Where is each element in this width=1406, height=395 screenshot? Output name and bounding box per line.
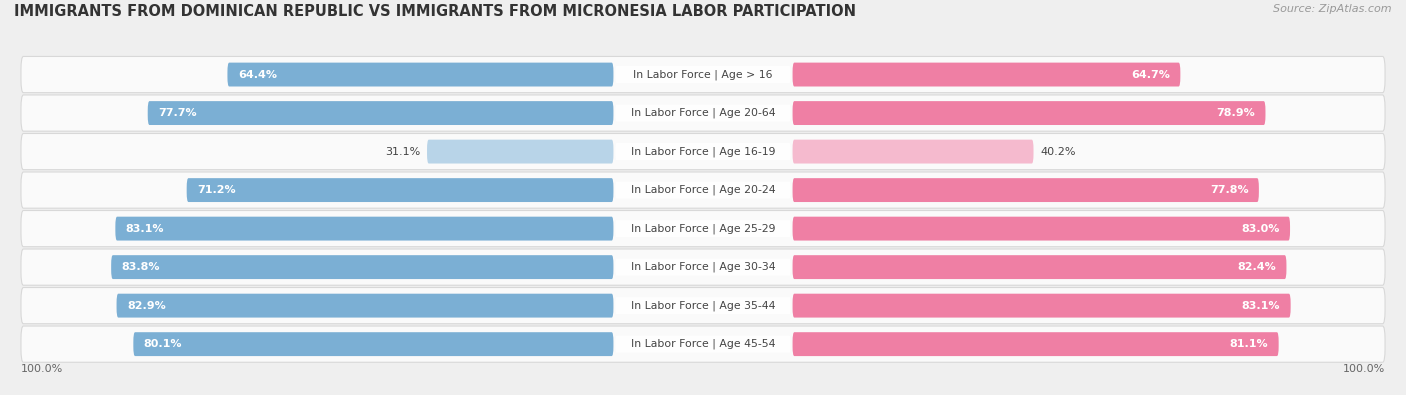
FancyBboxPatch shape <box>228 63 613 87</box>
FancyBboxPatch shape <box>616 182 790 199</box>
FancyBboxPatch shape <box>616 297 790 314</box>
FancyBboxPatch shape <box>21 211 1385 247</box>
FancyBboxPatch shape <box>793 217 1291 241</box>
Text: 64.7%: 64.7% <box>1132 70 1170 79</box>
Text: 31.1%: 31.1% <box>385 147 420 156</box>
FancyBboxPatch shape <box>21 249 1385 285</box>
Text: In Labor Force | Age 20-64: In Labor Force | Age 20-64 <box>631 108 775 118</box>
Text: 100.0%: 100.0% <box>21 364 63 374</box>
Text: 78.9%: 78.9% <box>1216 108 1256 118</box>
FancyBboxPatch shape <box>616 220 790 237</box>
Text: In Labor Force | Age 20-24: In Labor Force | Age 20-24 <box>631 185 775 196</box>
Text: 83.1%: 83.1% <box>1241 301 1281 310</box>
Text: 100.0%: 100.0% <box>1343 364 1385 374</box>
Text: Source: ZipAtlas.com: Source: ZipAtlas.com <box>1274 4 1392 14</box>
FancyBboxPatch shape <box>21 326 1385 362</box>
FancyBboxPatch shape <box>117 294 613 318</box>
FancyBboxPatch shape <box>187 178 613 202</box>
FancyBboxPatch shape <box>793 332 1278 356</box>
Text: In Labor Force | Age 35-44: In Labor Force | Age 35-44 <box>631 300 775 311</box>
FancyBboxPatch shape <box>616 143 790 160</box>
FancyBboxPatch shape <box>793 63 1181 87</box>
FancyBboxPatch shape <box>21 172 1385 208</box>
FancyBboxPatch shape <box>616 105 790 122</box>
Text: 82.4%: 82.4% <box>1237 262 1277 272</box>
Text: 40.2%: 40.2% <box>1040 147 1076 156</box>
FancyBboxPatch shape <box>21 288 1385 324</box>
Text: 81.1%: 81.1% <box>1230 339 1268 349</box>
Text: 77.8%: 77.8% <box>1211 185 1249 195</box>
Text: 83.8%: 83.8% <box>121 262 160 272</box>
Legend: Immigrants from Dominican Republic, Immigrants from Micronesia: Immigrants from Dominican Republic, Immi… <box>479 393 927 395</box>
FancyBboxPatch shape <box>115 217 613 241</box>
Text: 80.1%: 80.1% <box>143 339 183 349</box>
FancyBboxPatch shape <box>21 95 1385 131</box>
FancyBboxPatch shape <box>134 332 613 356</box>
FancyBboxPatch shape <box>793 140 1033 164</box>
Text: 82.9%: 82.9% <box>127 301 166 310</box>
Text: 77.7%: 77.7% <box>157 108 197 118</box>
Text: In Labor Force | Age > 16: In Labor Force | Age > 16 <box>633 69 773 80</box>
Text: 83.0%: 83.0% <box>1241 224 1279 233</box>
Text: IMMIGRANTS FROM DOMINICAN REPUBLIC VS IMMIGRANTS FROM MICRONESIA LABOR PARTICIPA: IMMIGRANTS FROM DOMINICAN REPUBLIC VS IM… <box>14 4 856 19</box>
FancyBboxPatch shape <box>111 255 613 279</box>
Text: In Labor Force | Age 45-54: In Labor Force | Age 45-54 <box>631 339 775 350</box>
Text: 71.2%: 71.2% <box>197 185 236 195</box>
FancyBboxPatch shape <box>148 101 613 125</box>
FancyBboxPatch shape <box>21 56 1385 93</box>
FancyBboxPatch shape <box>793 294 1291 318</box>
FancyBboxPatch shape <box>793 101 1265 125</box>
Text: 83.1%: 83.1% <box>125 224 165 233</box>
Text: In Labor Force | Age 30-34: In Labor Force | Age 30-34 <box>631 262 775 273</box>
FancyBboxPatch shape <box>21 134 1385 170</box>
FancyBboxPatch shape <box>616 259 790 276</box>
Text: In Labor Force | Age 16-19: In Labor Force | Age 16-19 <box>631 146 775 157</box>
FancyBboxPatch shape <box>427 140 613 164</box>
FancyBboxPatch shape <box>616 336 790 353</box>
FancyBboxPatch shape <box>793 255 1286 279</box>
FancyBboxPatch shape <box>616 66 790 83</box>
Text: 64.4%: 64.4% <box>238 70 277 79</box>
FancyBboxPatch shape <box>793 178 1258 202</box>
Text: In Labor Force | Age 25-29: In Labor Force | Age 25-29 <box>631 223 775 234</box>
